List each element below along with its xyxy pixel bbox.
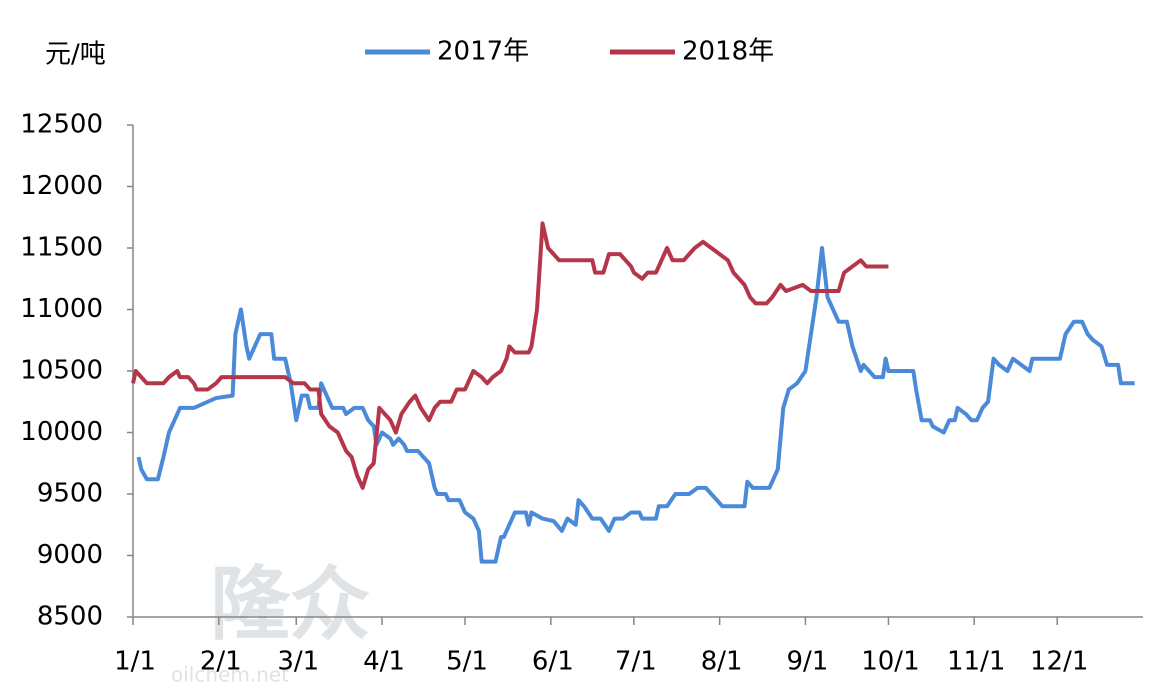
watermark-sub: oilchem.net: [171, 663, 289, 687]
y-tick-label: 10500: [20, 356, 103, 386]
x-tick-label: 4/1: [363, 647, 405, 677]
y-tick-label: 12000: [20, 171, 103, 201]
legend-label: 2018年: [682, 37, 774, 67]
watermark: 隆众: [210, 558, 370, 651]
x-tick-label: 7/1: [615, 647, 657, 677]
x-tick-label: 1/1: [114, 647, 156, 677]
y-tick-label: 9000: [37, 540, 103, 570]
y-tick-label: 8500: [37, 602, 103, 632]
x-tick-label: 8/1: [701, 647, 743, 677]
legend-label: 2017年: [437, 37, 529, 67]
x-tick-label: 10/1: [861, 647, 919, 677]
y-tick-label: 11000: [20, 294, 103, 324]
series-line: [136, 246, 1135, 564]
x-tick-label: 3/1: [277, 647, 319, 677]
y-tick-label: 12500: [20, 110, 103, 140]
x-tick-label: 6/1: [532, 647, 574, 677]
y-tick-label: 10000: [20, 417, 103, 447]
y-tick-label: 9500: [37, 479, 103, 509]
y-tick-label: 11500: [20, 233, 103, 263]
x-tick-label: 9/1: [786, 647, 828, 677]
x-tick-label: 12/1: [1030, 647, 1088, 677]
x-tick-label: 11/1: [947, 647, 1005, 677]
x-tick-label: 2/1: [200, 647, 242, 677]
series-line: [131, 221, 889, 490]
y-axis-label: 元/吨: [45, 40, 106, 70]
x-tick-label: 5/1: [446, 647, 488, 677]
